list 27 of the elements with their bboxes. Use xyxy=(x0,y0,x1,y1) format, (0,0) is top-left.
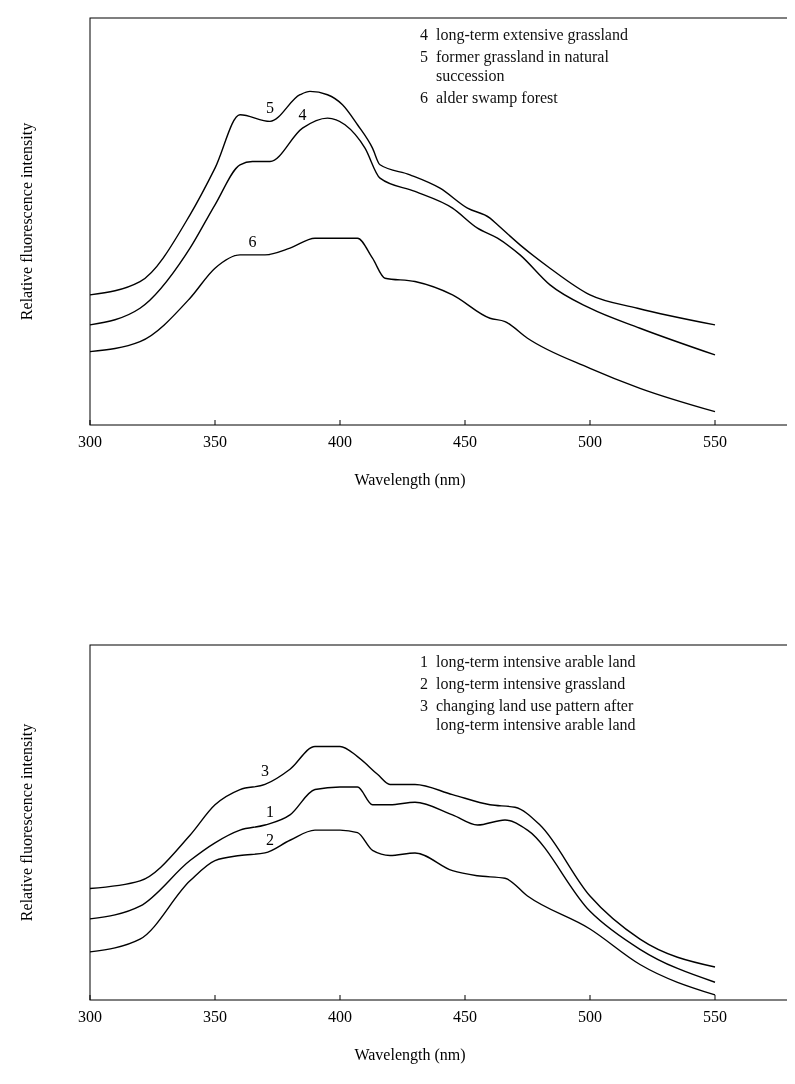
y-axis-title: Relative fluorescence intensity xyxy=(18,723,36,922)
x-tick-label: 550 xyxy=(703,1008,727,1025)
x-tick-label: 400 xyxy=(328,1008,352,1025)
text: 1 long-term intensive arable land xyxy=(420,653,636,671)
x-tick-label: 300 xyxy=(78,1008,102,1025)
x-axis-title: Wavelength (nm) xyxy=(354,471,466,489)
x-tick-label: 450 xyxy=(453,433,477,450)
annotation: 5 xyxy=(266,99,274,117)
x-tick-label: 550 xyxy=(703,433,727,450)
x-tick-label: 350 xyxy=(203,1008,227,1025)
x-tick-label: 450 xyxy=(453,1008,477,1025)
text: 2 long-term intensive grassland xyxy=(420,675,626,693)
text: 3 changing land use pattern after long-term intensive arable land xyxy=(420,697,636,734)
annotation: 3 xyxy=(261,762,269,780)
x-axis-title: Wavelength (nm) xyxy=(354,1046,466,1064)
annotation: 4 xyxy=(298,106,307,124)
x-tick-label: 500 xyxy=(578,1008,602,1025)
x-tick-label: 350 xyxy=(203,433,227,450)
annotation: 2 xyxy=(266,830,274,848)
x-tick-label: 400 xyxy=(328,433,352,450)
annotation: 6 alder swamp forest xyxy=(420,89,559,107)
x-tick-label: 500 xyxy=(578,433,602,450)
text: 4 long-term extensive grassland xyxy=(420,26,628,44)
y-axis-title: Relative fluorescence intensity xyxy=(18,122,36,321)
annotation: 1 xyxy=(266,803,274,821)
annotation: 6 xyxy=(248,232,257,250)
x-tick-label: 300 xyxy=(78,433,102,450)
